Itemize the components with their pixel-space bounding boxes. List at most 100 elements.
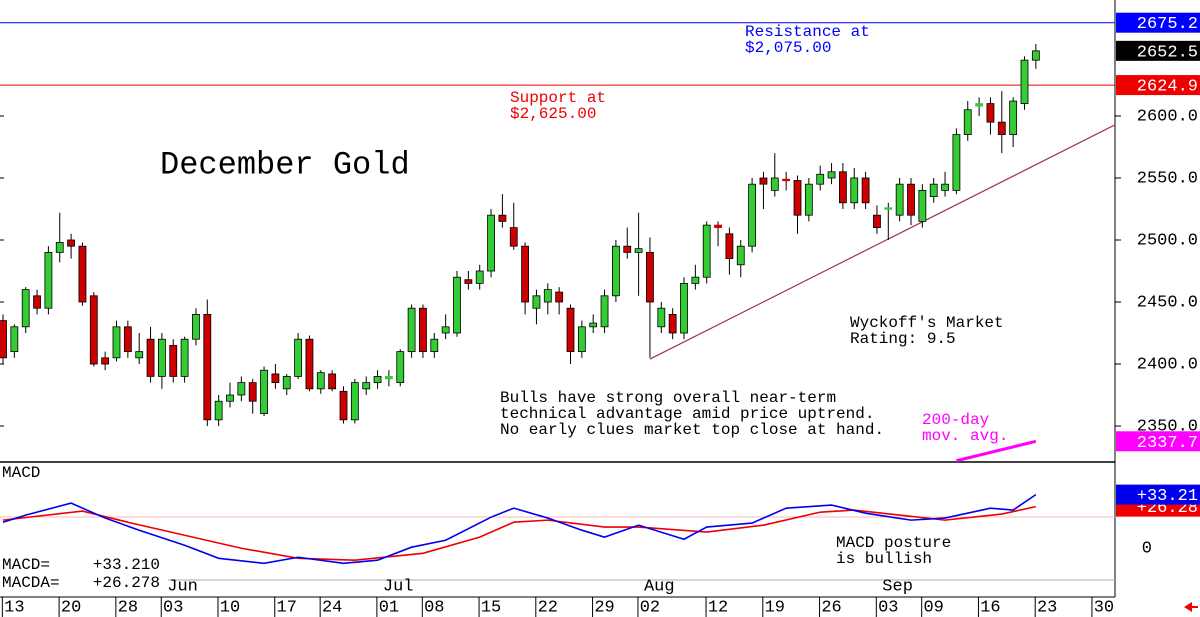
candle-body — [1020, 59, 1029, 104]
candle-body — [566, 307, 575, 353]
comment-annotation: technical advantage amid price uptrend. — [500, 405, 874, 423]
candle-body — [680, 283, 688, 334]
comment-annotation: Bulls have strong overall near-term — [500, 389, 836, 407]
candle-body — [362, 382, 371, 390]
candle-body — [691, 276, 700, 284]
support-annotation: Support at — [510, 89, 606, 107]
candle-body — [475, 270, 484, 284]
month-label: Jun — [167, 577, 198, 596]
candle-body — [248, 382, 257, 402]
candle-body — [396, 351, 405, 384]
candle-body — [101, 357, 110, 365]
candle-body — [1031, 50, 1040, 61]
candle-body — [850, 177, 859, 204]
x-tick-label: 30 — [1094, 598, 1114, 617]
candle-body — [589, 322, 598, 328]
x-tick-label: 10 — [220, 598, 240, 617]
candle-body — [714, 224, 722, 228]
x-tick-label: 03 — [878, 598, 898, 617]
candle-body — [328, 373, 337, 390]
candle-body — [55, 242, 64, 253]
candle-body — [509, 227, 518, 247]
macd-annotation: MACD posture — [836, 534, 951, 552]
candle-body — [112, 326, 121, 359]
macd-title: MACD — [2, 464, 40, 482]
month-label: Sep — [882, 577, 913, 596]
candle-body — [33, 295, 41, 309]
y-tick-label: 2500.0 — [1137, 231, 1198, 250]
x-tick-label: 19 — [765, 598, 785, 617]
resistance-label: 2675.2 — [1137, 15, 1198, 34]
candle-body — [986, 103, 995, 123]
x-tick-label: 24 — [322, 598, 342, 617]
x-tick-label: 09 — [923, 598, 943, 617]
candle-body — [419, 307, 427, 353]
candle-body — [623, 245, 632, 253]
candle-body — [555, 291, 564, 303]
macd-legend-box — [0, 555, 168, 593]
candle-body — [10, 326, 19, 353]
x-tick-label: 23 — [1037, 598, 1057, 617]
x-tick-label: 12 — [708, 598, 728, 617]
candle-body — [600, 295, 609, 328]
candle-body — [884, 207, 893, 210]
ma200-annotation: 200-day — [922, 411, 990, 429]
rating-annotation: Rating: 9.5 — [850, 330, 956, 348]
candle-body — [203, 314, 212, 421]
macd-legend-name: MACD= — [2, 556, 50, 574]
candle-body — [646, 251, 654, 303]
x-tick-label: 28 — [118, 598, 138, 617]
candle-body — [237, 382, 246, 396]
candle-body — [0, 320, 7, 359]
x-tick-label: 26 — [821, 598, 841, 617]
candle-body — [180, 338, 189, 377]
candle-body — [941, 183, 949, 191]
macd-legend-name: MACDA= — [2, 574, 60, 592]
candle-body — [839, 171, 847, 204]
candle-body — [21, 289, 30, 328]
candle-body — [577, 326, 586, 353]
comment-annotation: No early clues market top close at hand. — [500, 421, 884, 439]
candle-body — [407, 307, 416, 353]
candle-body — [827, 171, 836, 179]
candle-body — [192, 314, 200, 340]
candle-body — [282, 376, 291, 390]
x-tick-label: 16 — [980, 598, 1000, 617]
candle-body — [612, 245, 620, 297]
ma200-annotation: mov. avg. — [922, 427, 1008, 445]
candle-body — [895, 183, 904, 216]
candle-body — [146, 338, 155, 377]
month-label: Jul — [383, 577, 414, 596]
x-tick-label: 20 — [61, 598, 81, 617]
candle-body — [453, 276, 461, 334]
x-tick-label: 08 — [424, 598, 444, 617]
x-tick-label: 29 — [594, 598, 614, 617]
candle-body — [963, 109, 972, 135]
candle-body — [157, 338, 166, 377]
x-tick-label: 03 — [163, 598, 183, 617]
ma200-label: 2337.7 — [1137, 434, 1198, 453]
candle-body — [816, 173, 825, 185]
last-close-box — [1116, 40, 1200, 61]
candle-body — [441, 326, 450, 334]
resistance-box — [1116, 12, 1200, 33]
macd-line — [2, 493, 1037, 565]
candle-body — [89, 295, 98, 365]
candle-body — [657, 307, 666, 328]
candle-body — [521, 245, 529, 303]
rating-annotation: Wyckoff's Market — [850, 314, 1004, 332]
candle-body — [373, 376, 382, 384]
candle-body — [804, 183, 813, 216]
candle-body — [873, 214, 881, 228]
candle-body — [339, 390, 348, 421]
macd-value-box — [1116, 484, 1200, 505]
y-tick-label: 2550.0 — [1137, 169, 1198, 188]
ma200-box — [1116, 431, 1200, 452]
last-close-label: 2652.5 — [1137, 43, 1198, 62]
candle-body — [907, 183, 915, 216]
candle-body — [532, 295, 541, 309]
macd-legend-value: +33.210 — [93, 556, 160, 574]
x-tick-label: 02 — [640, 598, 660, 617]
candle-body — [793, 180, 802, 216]
